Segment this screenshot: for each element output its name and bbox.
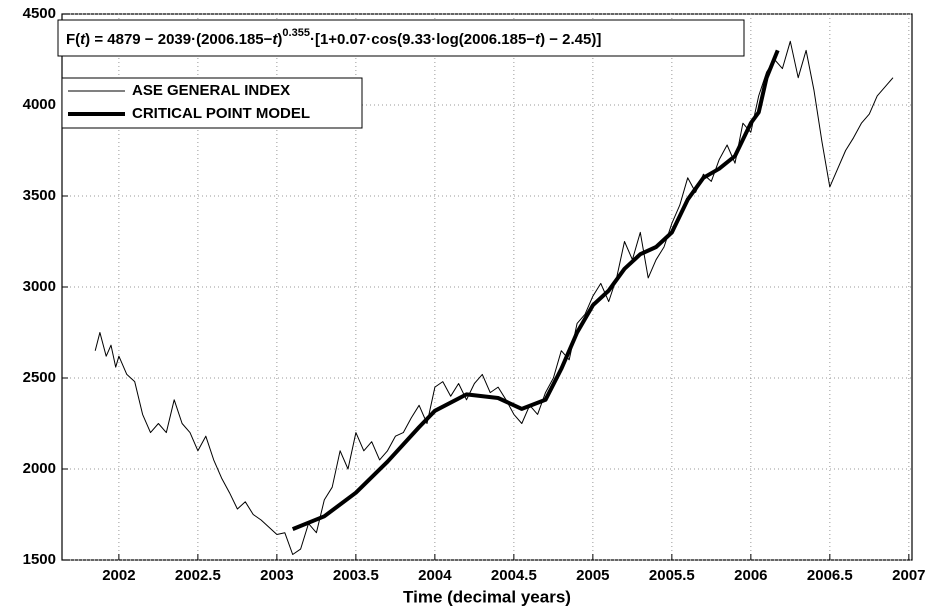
legend-label: CRITICAL POINT MODEL	[132, 105, 310, 122]
x-tick-label: 2002	[102, 567, 135, 584]
x-axis-label: Time (decimal years)	[403, 587, 571, 606]
annotation-part: ·[1+0.07·cos(9.33·log(2006.185−	[310, 31, 535, 48]
y-tick-label: 1500	[23, 551, 56, 568]
y-tick-label: 2000	[23, 460, 56, 477]
x-tick-label: 2006.5	[807, 567, 853, 584]
annotation-part: t	[535, 31, 541, 48]
x-tick-label: 2002.5	[175, 567, 221, 584]
annotation-part: ) = 4879 − 2039·(2006.185−	[85, 31, 272, 48]
data-line	[94, 40, 894, 555]
y-tick-label: 3000	[23, 278, 56, 295]
annotation: F(t) = 4879 − 2039·(2006.185−t)0.355·[1+…	[66, 27, 601, 48]
x-tick-label: 2004.5	[491, 567, 537, 584]
x-tick-label: 2007	[892, 567, 925, 584]
x-tick-label: 2006	[734, 567, 767, 584]
x-tick-label: 2004	[418, 567, 452, 584]
x-tick-label: 2003	[260, 567, 293, 584]
annotation-part: F(	[66, 31, 80, 48]
y-tick-label: 4500	[23, 5, 56, 22]
annotation-part: t	[80, 31, 86, 48]
data-line	[291, 49, 780, 531]
legend: ASE GENERAL INDEX CRITICAL POINT MODEL	[61, 77, 363, 129]
x-tick-label: 2005.5	[649, 567, 695, 584]
annotation-box	[57, 19, 745, 57]
annotation-part: )	[277, 31, 282, 48]
annotation-part: 0.355	[282, 27, 310, 39]
annotation-part: ) − 2.45)]	[540, 31, 601, 48]
y-tick-label: 2500	[23, 369, 56, 386]
x-tick-label: 2003.5	[333, 567, 379, 584]
y-tick-label: 3500	[23, 187, 56, 204]
x-tick-label: 2005	[576, 567, 609, 584]
legend-label: ASE GENERAL INDEX	[132, 82, 290, 99]
annotation-part: t	[272, 31, 278, 48]
y-tick-label: 4000	[23, 96, 56, 113]
legend-box	[61, 77, 363, 129]
